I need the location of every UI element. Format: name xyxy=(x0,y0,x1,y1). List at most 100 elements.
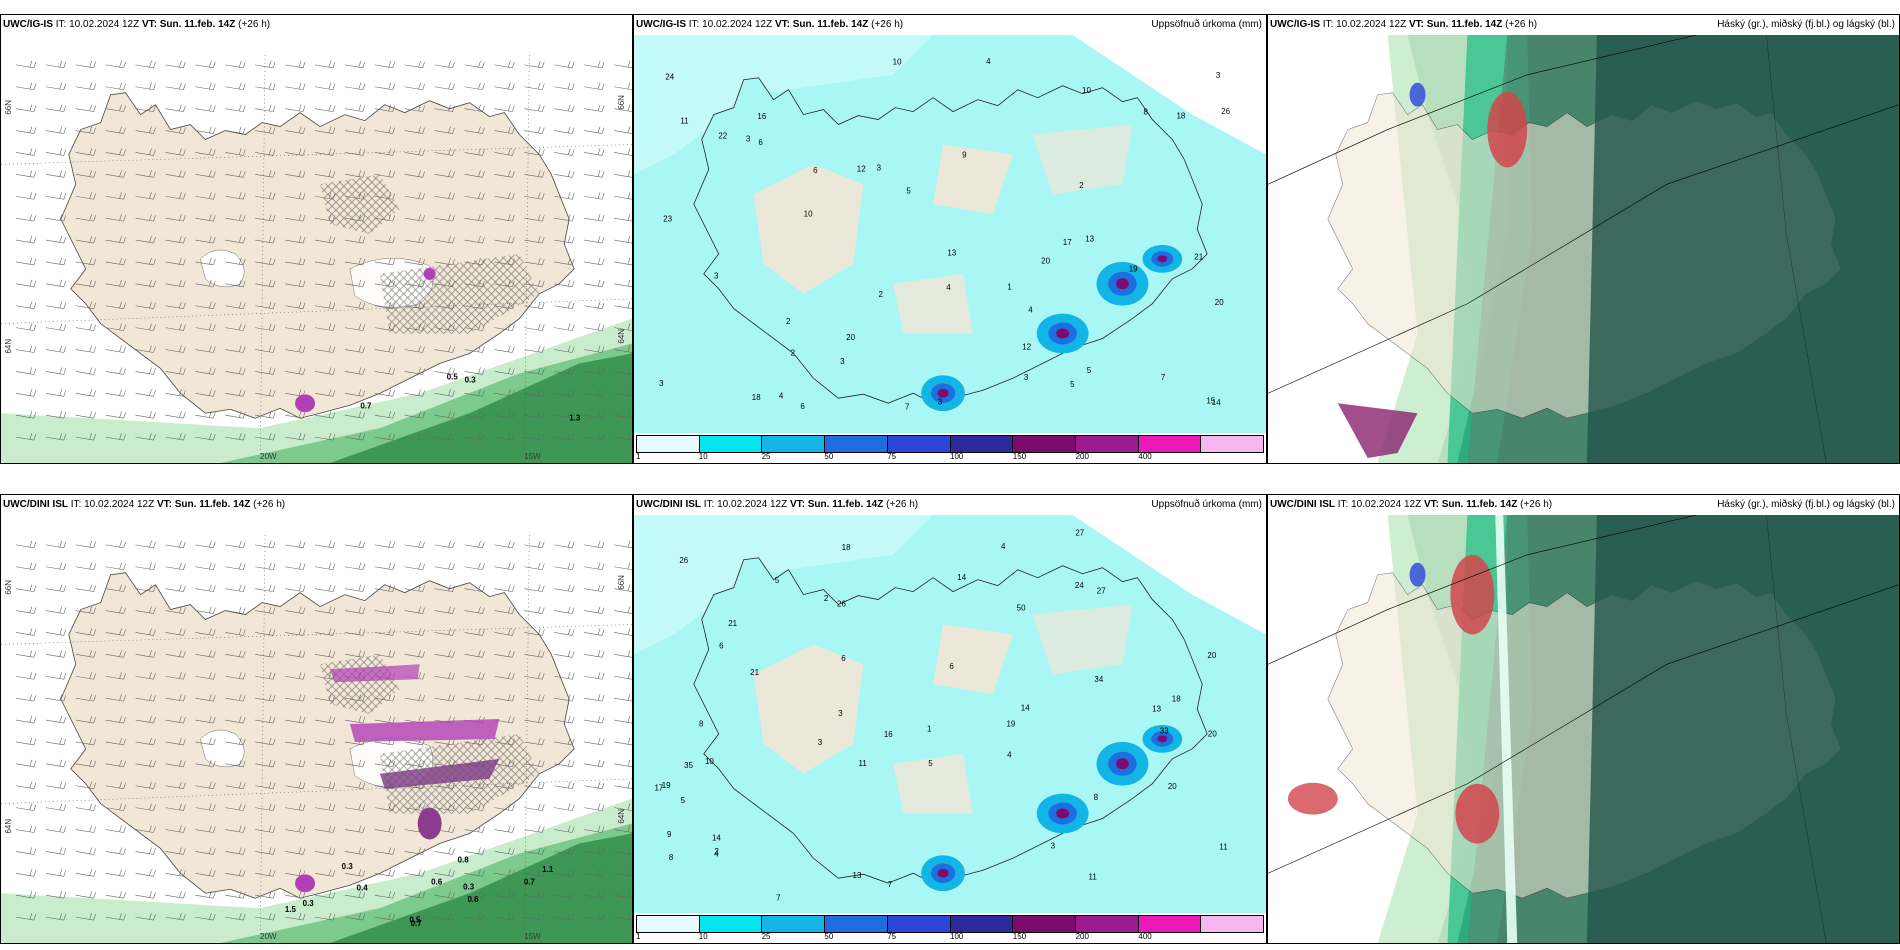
precip-value-label: 4 xyxy=(986,57,991,66)
precip-value-label: 4 xyxy=(1028,305,1033,314)
wind-map[interactable]: 20W 15W 66N 64N 66N 64N 0.7 0.6 0.6 0.7 0.5 1.1 0.3 0… xyxy=(1,515,632,943)
precip-value-label: 6 xyxy=(758,138,763,147)
it-value: 10.02.2024 12Z xyxy=(1351,499,1422,510)
precip-value-label: 3 xyxy=(938,398,943,407)
it-label: IT: xyxy=(688,19,700,30)
latitude-label: 66N xyxy=(4,580,13,595)
precip-value-label: 17 xyxy=(1063,238,1072,247)
cloud-title: Háský (gr.), miðský (fj.bl.) og lágský (… xyxy=(1717,19,1895,30)
precip-value-label: 3 xyxy=(746,134,751,143)
vt-label: VT: xyxy=(1408,19,1424,30)
precip-title: Uppsöfnuð úrkoma (mm) xyxy=(1151,19,1262,30)
precip-value-label: 13 xyxy=(947,248,956,257)
legend-label: 400 xyxy=(1138,932,1152,941)
precip-value-label: 12 xyxy=(1022,343,1031,352)
precip-value-label: 3 xyxy=(1216,71,1221,80)
precip-map[interactable]: 4 2 6 5 3 2 4 3 5 3 3 12 12 10 13 9 4 3 23 18 21 16 18 20 20 24 20… xyxy=(634,35,1266,433)
latitude-label: 64N xyxy=(617,809,626,824)
legend-swatch xyxy=(1075,436,1139,452)
precip-value-label: 7 xyxy=(905,402,910,411)
precip-value-label: 10 xyxy=(804,209,813,218)
wind-barbs xyxy=(15,540,632,921)
precip-value-label: 3 xyxy=(838,709,843,718)
legend-label: 150 xyxy=(1012,932,1027,941)
precip-value-label: 20 xyxy=(846,333,855,342)
legend-swatch xyxy=(1201,436,1264,452)
precip-value-label: 20 xyxy=(1041,257,1050,266)
legend-swatch xyxy=(762,916,826,932)
legend-label: 25 xyxy=(761,932,771,941)
precip-value-label: 4 xyxy=(946,283,951,292)
precip-value-label: 3 xyxy=(1051,842,1056,851)
precip-value-label: 3 xyxy=(659,379,664,388)
panel-header: UWC/IG-IS IT: 10.02.2024 12Z VT: Sun. 11… xyxy=(634,15,1266,35)
precip-value-label: 8 xyxy=(1143,108,1148,117)
legend-label: 50 xyxy=(824,452,834,461)
wind-value-label: 0.7 xyxy=(360,402,372,411)
legend-swatch xyxy=(825,436,888,452)
wind-value-label: 0.6 xyxy=(468,895,480,904)
legend-swatch xyxy=(637,916,700,932)
latitude-label: 66N xyxy=(4,100,13,115)
legend-swatch xyxy=(1138,436,1202,452)
lead-time: (+26 h) xyxy=(1520,499,1553,510)
precip-value-label: 20 xyxy=(1207,651,1216,660)
precip-value-label: 26 xyxy=(679,556,688,565)
precip-value-label: 2 xyxy=(791,348,796,357)
longitude-label: 15W xyxy=(524,932,541,941)
precip-value-label: 3 xyxy=(877,163,882,172)
precip-value-label: 1 xyxy=(927,724,932,733)
wind-value-label: 1.3 xyxy=(569,413,581,422)
legend-label: 1 xyxy=(636,452,641,461)
model-name: UWC/DINI ISL xyxy=(1270,499,1335,510)
legend-color-bar xyxy=(636,435,1264,453)
precip-value-label: 5 xyxy=(1070,380,1075,389)
legend-swatch xyxy=(887,436,951,452)
precip-value-label: 6 xyxy=(841,654,846,663)
precip-value-label: 5 xyxy=(928,759,933,768)
precip-value-label: 8 xyxy=(669,853,674,862)
precip-value-label: 21 xyxy=(1194,253,1203,262)
wind-value-label: 1.5 xyxy=(285,905,297,914)
precip-value-label: 18 xyxy=(752,393,761,402)
precip-value-label: 10 xyxy=(893,57,902,66)
vt-value: Sun. 11.feb. 14Z xyxy=(1441,499,1518,510)
precip-value-label: 5 xyxy=(681,796,686,805)
precip-value-label: 27 xyxy=(1097,587,1106,596)
panel-wind-row1: UWC/IG-IS IT: 10.02.2024 12Z VT: Sun. 11… xyxy=(0,14,633,464)
precip-value-label: 13 xyxy=(1085,234,1094,243)
wind-value-label: 0.3 xyxy=(342,862,354,871)
precip-value-label: 20 xyxy=(1208,730,1217,739)
latitude-label: 66N xyxy=(617,575,626,590)
lead-time: (+26 h) xyxy=(253,499,286,510)
legend-label: 50 xyxy=(824,932,834,941)
panel-precip-row1: UWC/IG-IS IT: 10.02.2024 12Z VT: Sun. 11… xyxy=(633,14,1267,464)
precip-value-label: 4 xyxy=(1007,750,1012,759)
precip-value-label: 35 xyxy=(684,761,693,770)
precip-value-label: 18 xyxy=(1172,695,1181,704)
precip-value-label: 4 xyxy=(714,849,719,858)
latitude-label: 64N xyxy=(4,339,13,354)
legend-label: 100 xyxy=(950,452,964,461)
cloud-map[interactable] xyxy=(1268,35,1899,463)
wind-map[interactable]: 20W 15W 66N 64N 66N 64N 0.3 0.7 0.5 1.3 xyxy=(1,35,632,463)
precip-value-label: 2 xyxy=(824,594,829,603)
precip-value-label: 21 xyxy=(750,668,759,677)
cloud-map[interactable] xyxy=(1268,515,1899,943)
precip-value-label: 14 xyxy=(1212,398,1221,407)
latitude-label: 64N xyxy=(617,329,626,344)
it-value: 10.02.2024 12Z xyxy=(84,499,155,510)
precip-value-label: 27 xyxy=(1075,528,1084,537)
precip-value-label: 2 xyxy=(1079,181,1084,190)
latitude-label: 64N xyxy=(4,819,13,834)
wind-value-label: 0.7 xyxy=(524,878,536,887)
precip-map[interactable]: 5 4 3 2 1 11 34 6 4 8 6 5 14 13 20 27 21 10 11 18 19 20 21 26 19… xyxy=(634,515,1266,913)
precip-value-label: 24 xyxy=(1075,581,1084,590)
lead-time: (+26 h) xyxy=(1505,19,1538,30)
it-value: 10.02.2024 12Z xyxy=(1336,19,1407,30)
wind-barbs xyxy=(15,60,632,441)
precip-value-label: 8 xyxy=(1094,793,1099,802)
legend-label: 25 xyxy=(761,452,771,461)
panel-wind-row2: UWC/DINI ISL IT: 10.02.2024 12Z VT: Sun.… xyxy=(0,494,633,944)
cloud-title: Háský (gr.), miðský (fj.bl.) og lágský (… xyxy=(1717,499,1895,510)
